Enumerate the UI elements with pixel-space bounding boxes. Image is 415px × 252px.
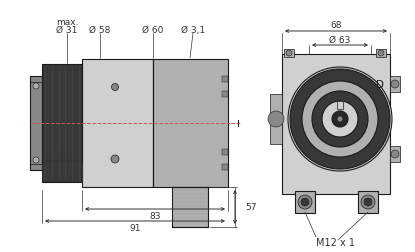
Circle shape — [33, 84, 39, 90]
Bar — [295, 191, 315, 213]
Circle shape — [378, 51, 384, 57]
Bar — [172, 187, 208, 227]
Bar — [222, 92, 228, 98]
Bar — [376, 50, 386, 58]
Bar — [222, 149, 228, 155]
Bar — [390, 146, 400, 162]
Text: Ø 60: Ø 60 — [142, 25, 164, 34]
Bar — [42, 65, 82, 182]
Circle shape — [290, 70, 390, 169]
Circle shape — [111, 155, 119, 163]
Circle shape — [112, 84, 119, 91]
Bar — [222, 77, 228, 83]
Text: Ø 58: Ø 58 — [89, 25, 111, 34]
Circle shape — [332, 112, 348, 128]
Bar — [222, 164, 228, 170]
Circle shape — [312, 92, 368, 147]
Circle shape — [391, 81, 399, 89]
Bar — [282, 55, 390, 194]
Bar — [153, 60, 228, 187]
Circle shape — [364, 198, 372, 206]
Circle shape — [361, 195, 375, 209]
Bar — [390, 77, 400, 93]
Text: Ø 63: Ø 63 — [330, 35, 351, 44]
Circle shape — [286, 51, 292, 57]
Text: 57: 57 — [245, 203, 256, 212]
Text: Ø 3,1: Ø 3,1 — [181, 25, 205, 34]
Circle shape — [288, 68, 392, 171]
Text: 68: 68 — [330, 20, 342, 29]
Text: 91: 91 — [129, 224, 141, 233]
Circle shape — [301, 198, 309, 206]
Circle shape — [337, 116, 343, 122]
Bar — [270, 94, 282, 144]
Circle shape — [391, 150, 399, 158]
Circle shape — [322, 102, 358, 137]
Text: 4: 4 — [59, 151, 65, 160]
Bar — [284, 50, 294, 58]
Bar — [337, 102, 343, 110]
Circle shape — [302, 82, 378, 158]
Bar — [358, 191, 378, 213]
Circle shape — [298, 195, 312, 209]
Bar — [82, 60, 153, 187]
Text: D: D — [376, 80, 384, 90]
Circle shape — [268, 112, 284, 128]
Text: M12 x 1: M12 x 1 — [317, 237, 356, 247]
Circle shape — [33, 158, 39, 163]
Text: Ø 31: Ø 31 — [56, 25, 78, 34]
Text: 83: 83 — [149, 212, 161, 220]
Bar — [30, 77, 42, 170]
Text: max.: max. — [56, 17, 78, 26]
